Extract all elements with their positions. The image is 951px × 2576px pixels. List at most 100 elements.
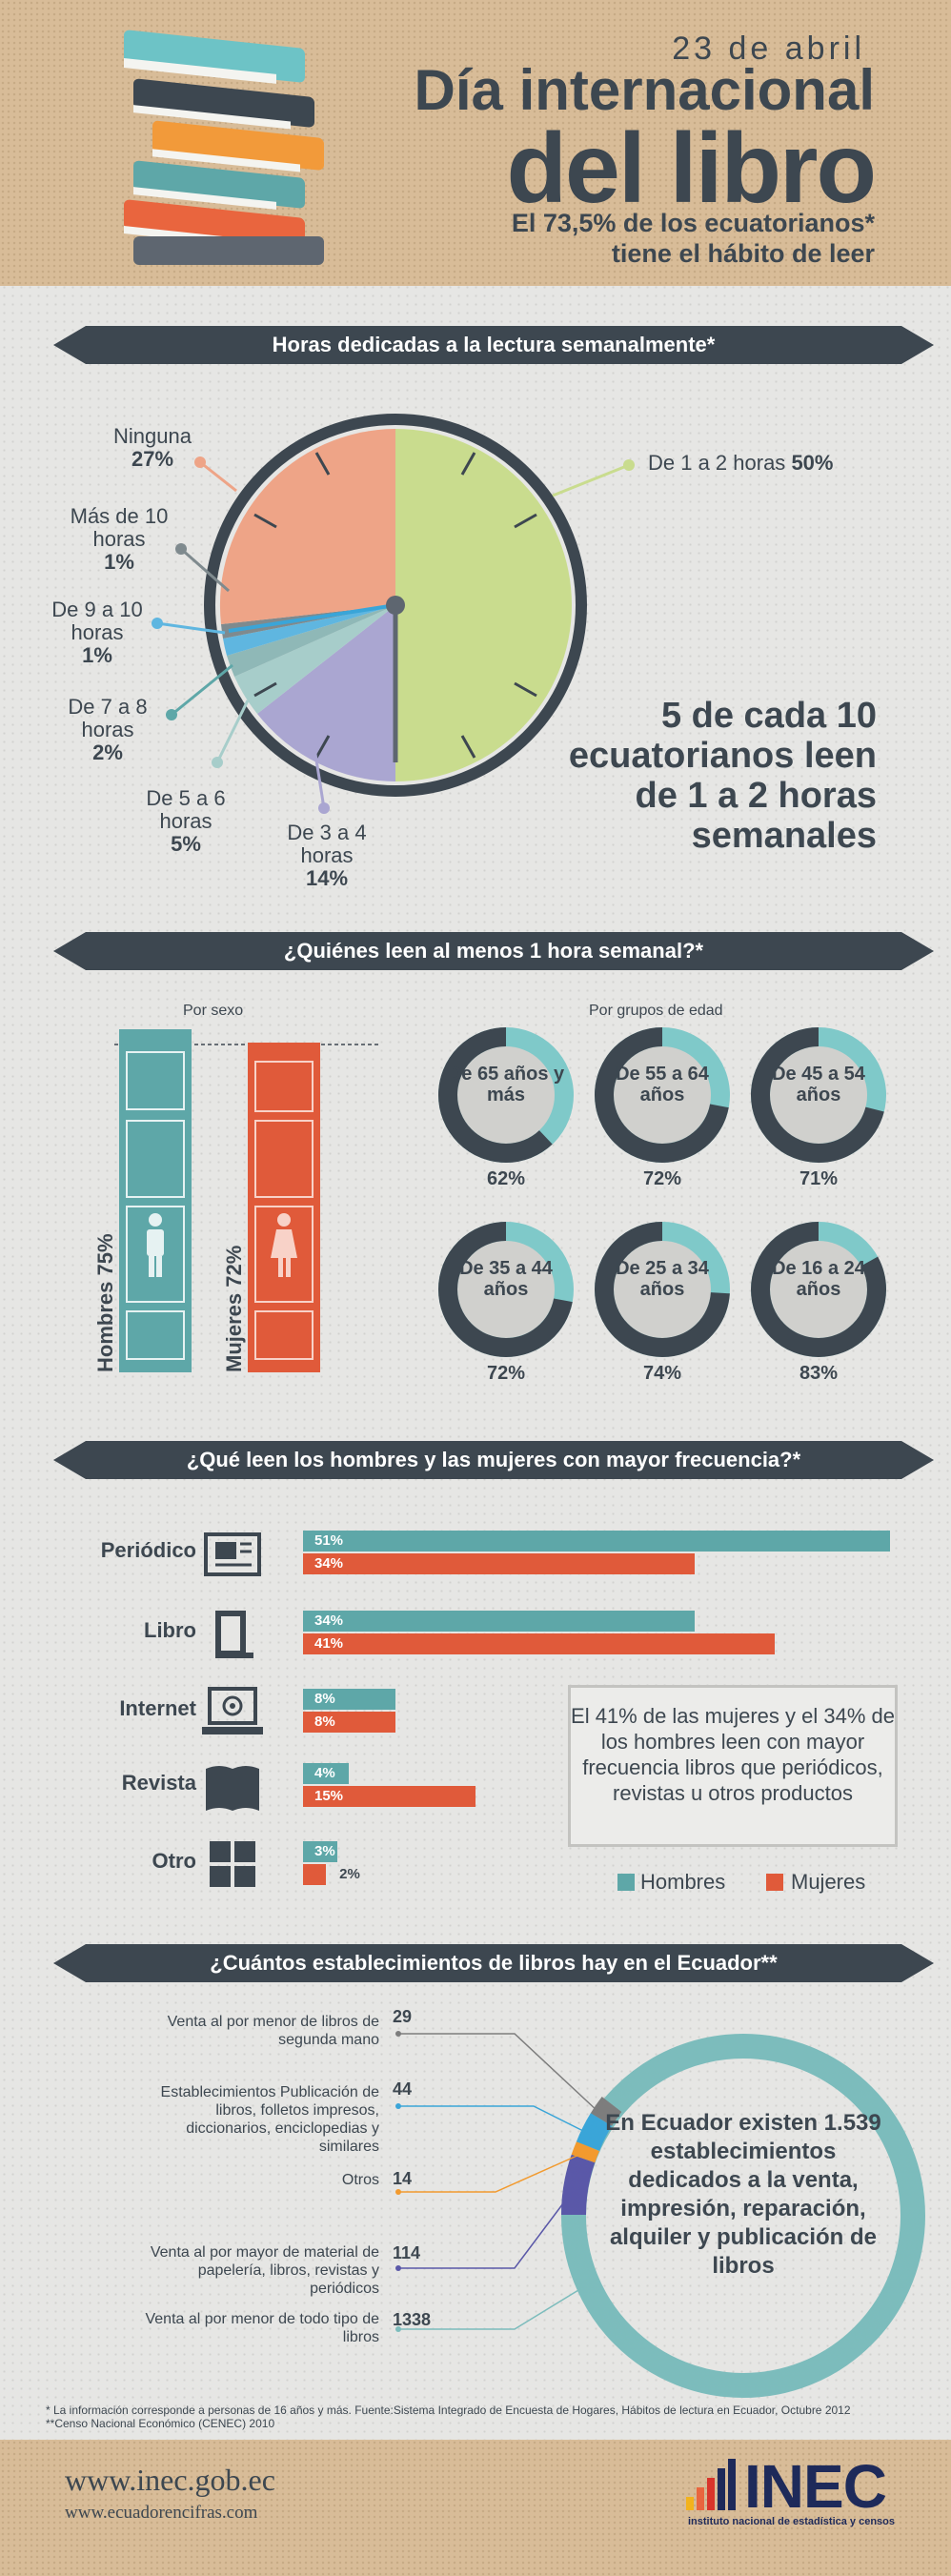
pie-slice-1-2-hours xyxy=(395,429,572,781)
establishments-chart xyxy=(395,2031,925,2398)
pie-slice-5-6-hours xyxy=(234,605,395,714)
section-establishments-title: ¿Cuántos establecimientos de libros hay … xyxy=(53,1944,934,1982)
label-7-8: De 7 a 8 horas 2% xyxy=(68,695,148,764)
inec-logo-icon xyxy=(686,2459,736,2510)
label-1-2: De 1 a 2 horas 50% xyxy=(648,451,834,475)
reading-note: El 41% de las mujeres y el 34% de los ho… xyxy=(568,1685,898,1847)
bar-value-men: 3% xyxy=(314,1843,335,1859)
age-donut-value-arc xyxy=(751,1027,886,1163)
bar-value-women: 34% xyxy=(314,1555,344,1572)
leader-7-8 xyxy=(171,663,233,717)
age-donut-value-arc xyxy=(438,1222,574,1357)
age-donut-label: De 45 a 54 años xyxy=(772,1064,865,1105)
header-date: 23 de abril xyxy=(672,30,865,67)
header-title-line1: Día internacional xyxy=(414,58,875,122)
age-donut-6 xyxy=(751,1222,886,1357)
label-9-10: De 9 a 10 horas 1% xyxy=(51,598,143,667)
ring-publication xyxy=(576,2113,613,2152)
bar-value-women: 2% xyxy=(339,1866,360,1882)
footer-link-inec[interactable]: www.inec.gob.ec xyxy=(65,2463,275,2497)
bar-men xyxy=(303,1611,695,1632)
establishment-label: Venta al por menor de todo tipo de libro… xyxy=(145,2311,379,2345)
clock-ticks xyxy=(253,452,537,759)
bar-value-women: 8% xyxy=(314,1714,335,1730)
age-donut-2 xyxy=(595,1027,730,1163)
man-icon xyxy=(147,1213,164,1277)
reading-category-label: Periódico xyxy=(100,1538,196,1562)
computer-icon xyxy=(202,1687,263,1734)
men-bar xyxy=(119,1029,192,1372)
age-donut-value-arc xyxy=(438,1027,574,1163)
establishment-label: Venta al por menor de libros de segunda … xyxy=(167,2014,379,2048)
grid-icon xyxy=(210,1841,255,1887)
newspaper-icon xyxy=(204,1532,261,1576)
footnote-2: **Censo Nacional Económico (CENEC) 2010 xyxy=(46,2417,275,2430)
clock-hand-blue xyxy=(228,603,396,633)
bar-value-women: 15% xyxy=(314,1788,344,1804)
leader-3-4 xyxy=(313,747,326,809)
header-title-line2: del libro xyxy=(506,113,877,224)
women-label: Mujeres 72% xyxy=(222,1245,246,1372)
leader-more-10 xyxy=(180,547,230,593)
age-donut-value-arc xyxy=(751,1222,886,1357)
age-donut-pct: 62% xyxy=(486,1168,526,1189)
header-subtitle: El 73,5% de los ecuatorianos* tiene el h… xyxy=(512,208,875,269)
reading-category-label: Libro xyxy=(144,1618,196,1642)
section-reading-title: ¿Qué leen los hombres y las mujeres con … xyxy=(53,1441,934,1479)
age-donut-pct: 74% xyxy=(642,1363,682,1384)
pie-slice-9-10-hours xyxy=(223,605,395,656)
footnote-1: * La información corresponde a personas … xyxy=(46,2404,851,2417)
ring-second-hand xyxy=(590,2097,622,2126)
bar-women xyxy=(303,1864,327,1885)
age-donut-3 xyxy=(751,1027,886,1163)
hours-pie-chart xyxy=(152,414,635,814)
clock-center xyxy=(386,596,405,615)
establishment-count: 14 xyxy=(393,2169,413,2188)
age-donut-pct: 72% xyxy=(642,1168,682,1189)
label-5-6: De 5 a 6 horas 5% xyxy=(146,786,226,856)
ring-retail-all-books xyxy=(561,2034,925,2398)
footer xyxy=(0,2440,951,2576)
reading-category-label: Otro xyxy=(152,1849,196,1873)
legend-women: Mujeres xyxy=(791,1870,866,1894)
bar-value-men: 34% xyxy=(314,1613,344,1629)
ring-others xyxy=(571,2140,599,2163)
header-subtitle-line1: El 73,5% de los ecuatorianos* xyxy=(511,209,875,237)
pie-slice-3-4-hours xyxy=(257,605,395,781)
sex-bars xyxy=(114,1029,381,1372)
age-donut-label: De 55 a 64 años xyxy=(616,1064,709,1105)
bar-value-men: 4% xyxy=(314,1765,335,1781)
by-age-subhead: Por grupos de edad xyxy=(589,1003,723,1019)
pie-slice-none xyxy=(219,429,395,624)
inec-logo-text: INEC xyxy=(744,2452,887,2521)
woman-icon xyxy=(271,1213,297,1277)
bar-men xyxy=(303,1531,890,1552)
footnotes: * La información corresponde a personas … xyxy=(46,2404,903,2430)
leader-1-2-hours xyxy=(552,463,630,497)
men-label: Hombres 75% xyxy=(93,1233,117,1372)
age-donut-value-arc xyxy=(595,1222,730,1357)
label-none: Ninguna 27% xyxy=(113,424,192,471)
bar-women xyxy=(303,1712,395,1733)
establishments-summary: En Ecuador existen 1.539 establecimiento… xyxy=(605,2110,881,2279)
label-3-4: De 3 a 4 horas 14% xyxy=(287,821,367,890)
reading-category-label: Internet xyxy=(119,1696,196,1720)
age-donut-5 xyxy=(595,1222,730,1357)
age-donut-label: De 16 a 24 años xyxy=(772,1258,865,1300)
bar-men xyxy=(303,1841,338,1862)
by-sex-subhead: Por sexo xyxy=(183,1003,244,1019)
bar-value-women: 41% xyxy=(314,1635,344,1652)
header: 23 de abril Día internacional del libro … xyxy=(0,0,951,286)
footer-link-ecuadorencifras[interactable]: www.ecuadorencifras.com xyxy=(65,2503,258,2523)
label-more-10: Más de 10 horas 1% xyxy=(70,504,169,574)
legend-men: Hombres xyxy=(640,1870,726,1894)
age-donut-pct: 83% xyxy=(799,1363,839,1384)
pie-slice-7-8-hours xyxy=(227,605,395,677)
leader-5-6 xyxy=(215,700,250,763)
section-hours-title: Horas dedicadas a la lectura semanalment… xyxy=(53,326,934,364)
age-donut-value-arc xyxy=(595,1027,730,1163)
bar-men xyxy=(303,1689,395,1710)
leader-9-10 xyxy=(156,621,226,635)
age-donut-label: De 25 a 34 años xyxy=(616,1258,709,1300)
inec-logo-subtitle: instituto nacional de estadística y cens… xyxy=(688,2516,896,2527)
